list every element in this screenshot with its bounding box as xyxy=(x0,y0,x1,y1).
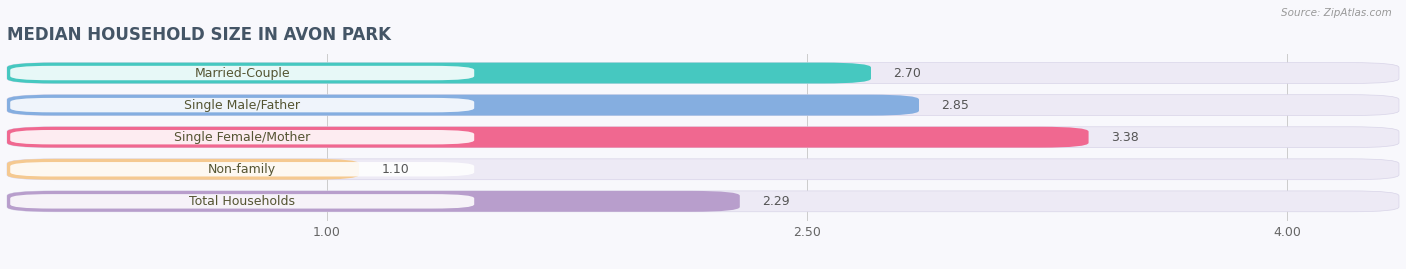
FancyBboxPatch shape xyxy=(10,130,474,144)
FancyBboxPatch shape xyxy=(7,95,920,116)
Text: Single Male/Father: Single Male/Father xyxy=(184,99,301,112)
FancyBboxPatch shape xyxy=(7,127,1088,148)
Text: 2.70: 2.70 xyxy=(893,66,921,80)
Text: Married-Couple: Married-Couple xyxy=(194,66,290,80)
FancyBboxPatch shape xyxy=(7,127,1399,148)
FancyBboxPatch shape xyxy=(7,63,870,83)
FancyBboxPatch shape xyxy=(10,162,474,176)
FancyBboxPatch shape xyxy=(7,191,740,212)
Text: Total Households: Total Households xyxy=(190,195,295,208)
FancyBboxPatch shape xyxy=(7,63,1399,83)
Text: 1.10: 1.10 xyxy=(381,163,409,176)
FancyBboxPatch shape xyxy=(10,66,474,80)
Text: 3.38: 3.38 xyxy=(1111,131,1139,144)
FancyBboxPatch shape xyxy=(7,95,1399,116)
Text: Non-family: Non-family xyxy=(208,163,277,176)
FancyBboxPatch shape xyxy=(7,191,1399,212)
Text: 2.85: 2.85 xyxy=(942,99,969,112)
Text: Single Female/Mother: Single Female/Mother xyxy=(174,131,311,144)
FancyBboxPatch shape xyxy=(10,194,474,208)
FancyBboxPatch shape xyxy=(7,159,359,180)
Text: MEDIAN HOUSEHOLD SIZE IN AVON PARK: MEDIAN HOUSEHOLD SIZE IN AVON PARK xyxy=(7,26,391,44)
FancyBboxPatch shape xyxy=(7,159,1399,180)
FancyBboxPatch shape xyxy=(10,98,474,112)
Text: Source: ZipAtlas.com: Source: ZipAtlas.com xyxy=(1281,8,1392,18)
Text: 2.29: 2.29 xyxy=(762,195,790,208)
